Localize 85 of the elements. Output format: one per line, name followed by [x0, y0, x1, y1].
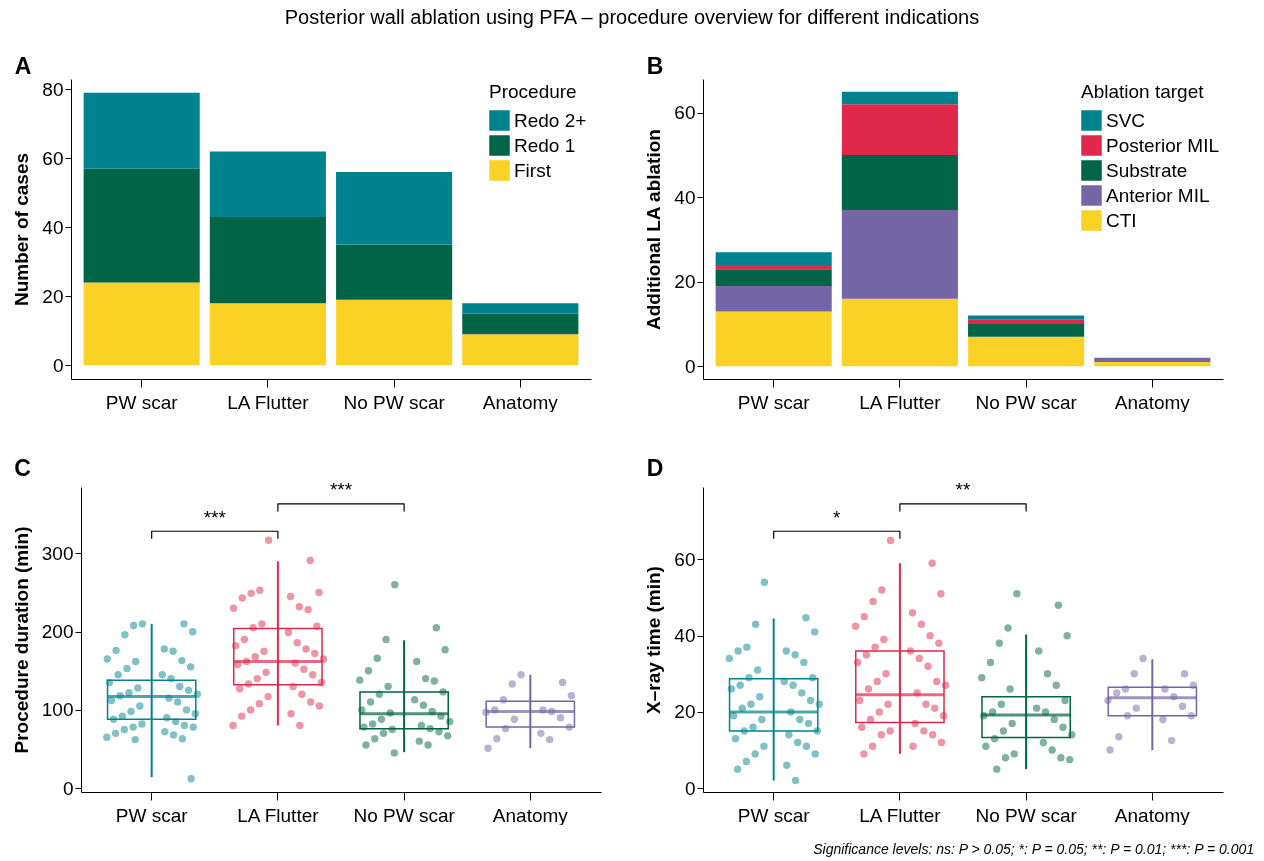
bar	[462, 334, 579, 366]
x-tick-label: Anatomy	[1114, 804, 1191, 826]
bar	[968, 315, 1085, 320]
bar	[715, 286, 832, 312]
legend-label: SVC	[1106, 109, 1146, 131]
x-tick-label: Anatomy	[482, 391, 559, 413]
y-tick-label: 200	[41, 621, 74, 643]
x-tick-label: LA Flutter	[227, 391, 310, 413]
x-tick-label: No PW scar	[975, 804, 1078, 826]
legend-label: CTI	[1106, 209, 1137, 231]
bar	[841, 155, 958, 210]
bar	[715, 264, 832, 270]
y-tick-label: 40	[674, 625, 696, 647]
y-tick-label: 300	[41, 542, 74, 564]
legend-label: Redo 2+	[514, 109, 587, 131]
bar	[209, 303, 326, 366]
chart-title: B	[646, 53, 664, 79]
legend-label: Redo 1	[514, 134, 576, 156]
bar	[841, 209, 958, 299]
bar	[968, 336, 1085, 367]
y-tick-label: 0	[52, 354, 64, 376]
y-tick-label: 100	[41, 699, 74, 721]
legend-label: First	[514, 159, 552, 181]
annotation: ***	[203, 506, 227, 528]
bar	[83, 92, 200, 169]
text: Posterior wall ablation using PFA – procedure overview for different indications	[283, 6, 981, 29]
y-tick-label: 20	[674, 271, 696, 293]
bar	[841, 91, 958, 105]
y-tick-label: 60	[674, 102, 696, 124]
legend-title: Ablation target	[1081, 81, 1205, 102]
x-tick-label: Anatomy	[1114, 391, 1191, 413]
y-tick-label: 0	[684, 777, 696, 799]
x-tick-label: LA Flutter	[859, 391, 942, 413]
x-tick-label: No PW scar	[343, 391, 446, 413]
y-tick-label: 40	[674, 186, 696, 208]
annotation: *	[833, 506, 842, 528]
x-tick-label: LA Flutter	[237, 804, 320, 826]
bar	[336, 299, 453, 366]
y-tick-label: 60	[674, 548, 696, 570]
y-tick-label: 0	[62, 777, 74, 799]
x-tick-label: No PW scar	[975, 391, 1078, 413]
bar	[209, 216, 326, 304]
x-tick-label: PW scar	[115, 804, 189, 826]
bar	[462, 313, 579, 335]
legend-title: Procedure	[489, 81, 577, 102]
bar	[968, 324, 1085, 337]
chart-title: C	[14, 455, 31, 482]
bar	[715, 269, 832, 287]
x-tick-label: Anatomy	[492, 804, 569, 826]
y-tick-label: 80	[42, 78, 64, 100]
legend-label: Posterior MIL	[1106, 134, 1219, 156]
bar	[336, 244, 453, 300]
bar	[1094, 357, 1211, 363]
chart-title: A	[14, 53, 32, 79]
bar	[841, 298, 958, 367]
x-tick-label: LA Flutter	[859, 804, 942, 826]
y-tick-label: 60	[42, 147, 64, 169]
y-axis-title: X–ray time (min)	[643, 566, 665, 714]
bar	[336, 172, 453, 245]
x-tick-label: PW scar	[737, 391, 811, 413]
y-tick-label: 40	[42, 216, 64, 238]
bar	[209, 151, 326, 217]
x-tick-label: PW scar	[737, 804, 811, 826]
x-tick-label: No PW scar	[353, 804, 456, 826]
bar	[715, 252, 832, 265]
bar	[968, 319, 1085, 325]
chart-title: D	[646, 455, 664, 482]
x-tick-label: PW scar	[105, 391, 179, 413]
bar	[715, 311, 832, 367]
bar	[83, 282, 200, 366]
legend-label: Anterior MIL	[1106, 184, 1210, 206]
bar	[83, 168, 200, 283]
annotation: ***	[329, 479, 353, 501]
y-tick-label: 0	[684, 355, 696, 377]
annotation: **	[955, 479, 971, 501]
y-axis-title: Number of cases	[11, 152, 33, 307]
y-axis-title: Procedure duration (min)	[10, 526, 32, 754]
legend-label: Substrate	[1106, 159, 1188, 181]
bar	[1094, 362, 1211, 367]
y-tick-label: 20	[674, 701, 696, 723]
text: Significance levels: ns: P > 0.05; *: P = 0.05; **: P = 0.01; ***: P = 0.001	[813, 841, 1254, 857]
bar	[841, 104, 958, 156]
bar	[462, 303, 579, 314]
y-tick-label: 20	[42, 285, 64, 307]
y-axis-title: Additional LA ablation	[643, 129, 665, 330]
